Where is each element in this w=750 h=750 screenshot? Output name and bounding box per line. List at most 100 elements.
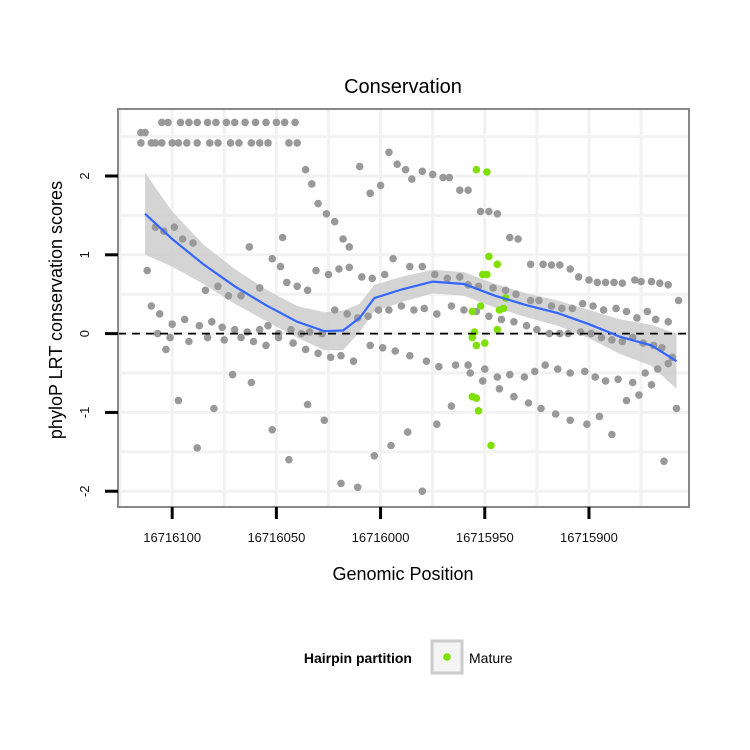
point-other bbox=[431, 270, 439, 279]
point-other bbox=[276, 262, 285, 271]
point-other bbox=[195, 321, 204, 330]
point-other bbox=[618, 337, 627, 346]
point-other bbox=[481, 365, 489, 373]
point-other bbox=[330, 217, 339, 226]
point-other bbox=[235, 139, 243, 147]
point-other bbox=[305, 328, 314, 336]
point-other bbox=[201, 286, 210, 295]
point-other bbox=[214, 282, 222, 291]
point-other bbox=[581, 367, 589, 376]
point-other bbox=[272, 118, 281, 127]
point-other bbox=[418, 167, 427, 176]
point-other bbox=[183, 139, 191, 147]
data-points bbox=[137, 118, 683, 496]
point-other bbox=[151, 139, 160, 147]
point-other bbox=[591, 373, 599, 381]
point-other bbox=[601, 377, 610, 385]
point-other bbox=[358, 273, 366, 281]
point-other bbox=[345, 243, 354, 251]
point-other bbox=[635, 391, 643, 399]
point-other bbox=[506, 233, 514, 242]
point-other bbox=[355, 162, 364, 171]
smooth-confidence-band bbox=[145, 172, 677, 389]
point-other bbox=[162, 345, 170, 354]
point-other bbox=[205, 139, 214, 147]
point-other bbox=[301, 345, 310, 354]
point-other bbox=[397, 302, 406, 310]
point-other bbox=[583, 420, 591, 429]
point-other bbox=[558, 304, 566, 313]
point-mature bbox=[474, 407, 483, 415]
point-other bbox=[241, 118, 249, 127]
point-other bbox=[506, 370, 514, 379]
point-other bbox=[633, 314, 641, 322]
point-other bbox=[143, 266, 151, 275]
legend-label-mature: Mature bbox=[469, 650, 513, 666]
point-other bbox=[378, 344, 387, 352]
point-other bbox=[608, 430, 616, 439]
point-other bbox=[524, 399, 533, 407]
point-other bbox=[224, 292, 233, 300]
point-other bbox=[228, 370, 237, 379]
point-other bbox=[445, 173, 454, 182]
point-other bbox=[322, 210, 331, 218]
axes: 16716100 16716050 16716000 16715950 16715900… bbox=[77, 108, 690, 545]
point-other bbox=[637, 277, 645, 286]
smooth-line bbox=[144, 212, 678, 363]
point-other bbox=[428, 170, 437, 179]
point-other bbox=[320, 416, 329, 425]
confidence-ribbon bbox=[145, 172, 677, 389]
point-other bbox=[353, 483, 362, 492]
point-other bbox=[283, 278, 291, 287]
point-other bbox=[337, 351, 345, 360]
point-other bbox=[614, 375, 622, 384]
point-other bbox=[537, 404, 545, 413]
point-other bbox=[203, 118, 212, 127]
point-other bbox=[456, 273, 464, 281]
point-other bbox=[155, 310, 164, 318]
point-other bbox=[249, 337, 258, 346]
point-other bbox=[387, 441, 395, 450]
point-other bbox=[656, 279, 664, 288]
point-other bbox=[174, 139, 183, 147]
point-mature bbox=[483, 270, 491, 279]
point-other bbox=[226, 139, 235, 147]
point-other bbox=[510, 392, 518, 401]
point-other bbox=[391, 347, 400, 355]
point-other bbox=[324, 270, 333, 279]
point-other bbox=[531, 367, 539, 376]
point-other bbox=[493, 373, 502, 381]
point-mature bbox=[476, 302, 485, 310]
point-other bbox=[510, 318, 518, 326]
point-other bbox=[610, 278, 618, 287]
point-mature bbox=[481, 339, 489, 347]
point-other bbox=[526, 296, 535, 305]
point-other bbox=[589, 302, 597, 310]
point-other bbox=[541, 361, 549, 369]
point-other bbox=[345, 263, 354, 272]
point-other bbox=[674, 296, 683, 305]
point-other bbox=[314, 349, 322, 358]
point-other bbox=[137, 139, 145, 147]
point-other bbox=[314, 199, 322, 208]
smooth-line-layer bbox=[118, 212, 689, 363]
x-axis-title: Genomic Position bbox=[332, 564, 473, 584]
y-tick-label: 1 bbox=[77, 251, 92, 258]
point-other bbox=[618, 279, 627, 288]
point-other bbox=[539, 260, 547, 269]
point-other bbox=[268, 426, 277, 434]
point-other bbox=[303, 400, 312, 409]
point-other bbox=[262, 118, 270, 127]
point-other bbox=[566, 369, 574, 377]
point-mature bbox=[493, 325, 502, 334]
point-other bbox=[439, 173, 447, 182]
point-other bbox=[262, 341, 270, 350]
point-other bbox=[641, 369, 649, 377]
point-other bbox=[401, 165, 410, 174]
point-other bbox=[587, 329, 595, 338]
point-other bbox=[410, 306, 418, 314]
point-other bbox=[185, 118, 193, 127]
point-other bbox=[393, 160, 402, 168]
point-other bbox=[293, 139, 302, 147]
